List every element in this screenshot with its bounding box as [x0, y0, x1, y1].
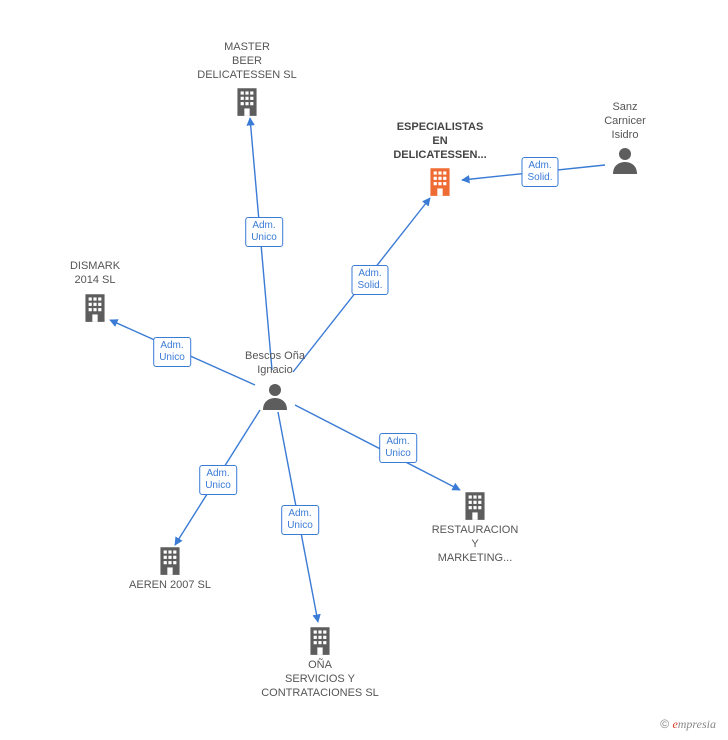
edge-label-bescos-restauracion: Adm. Unico	[379, 433, 417, 463]
edge-label-sanz-especialistas: Adm. Solid.	[521, 157, 558, 187]
brand-rest: mpresia	[678, 717, 716, 731]
node-label: Bescos Oña Ignacio	[205, 350, 345, 378]
edge-label-bescos-especialistas: Adm. Solid.	[351, 265, 388, 295]
edge-label-bescos-ona: Adm. Unico	[281, 505, 319, 535]
edge-label-bescos-aeren: Adm. Unico	[199, 465, 237, 495]
node-especialistas[interactable]: ESPECIALISTAS EN DELICATESSEN...	[370, 121, 510, 198]
node-label: OÑA SERVICIOS Y CONTRATACIONES SL	[250, 659, 390, 700]
node-label: AEREN 2007 SL	[100, 579, 240, 593]
diagram-canvas: Bescos Oña Ignacio Sanz Carnicer Isidro …	[0, 0, 728, 740]
building-icon	[78, 290, 112, 324]
node-label: ESPECIALISTAS EN DELICATESSEN...	[370, 121, 510, 162]
node-label: MASTER BEER DELICATESSEN SL	[177, 41, 317, 82]
node-label: Sanz Carnicer Isidro	[555, 101, 695, 142]
building-icon	[153, 543, 187, 577]
node-ona[interactable]: OÑA SERVICIOS Y CONTRATACIONES SL	[250, 623, 390, 700]
node-aeren[interactable]: AEREN 2007 SL	[100, 543, 240, 593]
node-bescos[interactable]: Bescos Oña Ignacio	[205, 350, 345, 412]
node-sanz[interactable]: Sanz Carnicer Isidro	[555, 101, 695, 176]
node-restauracion[interactable]: RESTAURACION Y MARKETING...	[405, 488, 545, 565]
edge-label-bescos-dismark: Adm. Unico	[153, 337, 191, 367]
person-icon	[609, 144, 641, 176]
node-label: DISMARK 2014 SL	[25, 260, 165, 288]
building-icon	[230, 84, 264, 118]
node-label: RESTAURACION Y MARKETING...	[405, 524, 545, 565]
edge-label-bescos-master_beer: Adm. Unico	[245, 217, 283, 247]
node-dismark[interactable]: DISMARK 2014 SL	[25, 260, 165, 324]
node-master_beer[interactable]: MASTER BEER DELICATESSEN SL	[177, 41, 317, 118]
building-icon	[303, 623, 337, 657]
watermark: © empresia	[660, 717, 716, 732]
edge-bescos-restauracion	[295, 405, 460, 490]
person-icon	[259, 380, 291, 412]
copyright-symbol: ©	[660, 717, 669, 731]
building-icon	[458, 488, 492, 522]
building-icon	[423, 164, 457, 198]
